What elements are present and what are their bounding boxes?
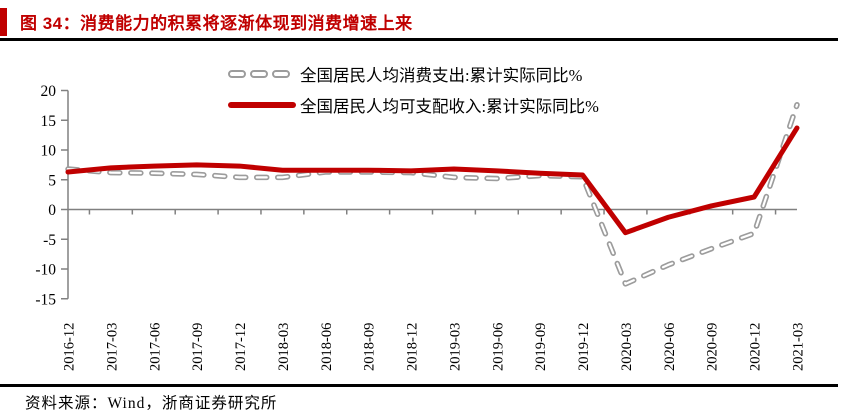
- svg-text:2017-12: 2017-12: [233, 323, 249, 371]
- svg-text:15: 15: [41, 113, 57, 130]
- legend-label-income: 全国居民人均可支配收入:累计实际同比%: [300, 97, 599, 116]
- svg-text:2017-06: 2017-06: [147, 323, 163, 371]
- svg-text:10: 10: [41, 143, 57, 160]
- svg-text:2019-03: 2019-03: [447, 323, 463, 371]
- svg-text:-15: -15: [35, 291, 56, 308]
- title-accent-bar: [0, 8, 7, 36]
- legend-item-consumption: 全国居民人均消费支出:累计实际同比%: [228, 61, 599, 87]
- svg-text:2016-12: 2016-12: [62, 323, 78, 371]
- svg-text:2017-03: 2017-03: [104, 323, 120, 371]
- figure-title: 图 34：消费能力的积累将逐渐体现到消费增速上来: [20, 14, 413, 33]
- svg-text:2018-12: 2018-12: [405, 323, 421, 371]
- legend-item-income: 全国居民人均可支配收入:累计实际同比%: [228, 92, 599, 118]
- svg-text:-5: -5: [43, 232, 56, 249]
- footer-divider: [0, 384, 838, 387]
- svg-text:20: 20: [41, 83, 57, 100]
- svg-text:2019-12: 2019-12: [576, 323, 592, 371]
- svg-text:0: 0: [48, 202, 56, 219]
- svg-text:2021-03: 2021-03: [791, 323, 807, 371]
- svg-text:2018-09: 2018-09: [362, 323, 378, 371]
- dashed-line-sample-icon: [228, 70, 296, 78]
- title-divider: [0, 38, 838, 41]
- svg-text:2017-09: 2017-09: [190, 323, 206, 371]
- svg-text:2020-09: 2020-09: [705, 323, 721, 371]
- legend-label-consumption: 全国居民人均消费支出:累计实际同比%: [300, 66, 583, 85]
- solid-line-sample-icon: [228, 102, 296, 108]
- source-note: 资料来源：Wind，浙商证券研究所: [25, 395, 278, 412]
- svg-text:2019-06: 2019-06: [490, 323, 506, 371]
- svg-text:2020-12: 2020-12: [748, 323, 764, 371]
- svg-text:2018-06: 2018-06: [319, 323, 335, 371]
- svg-text:2019-09: 2019-09: [533, 323, 549, 371]
- chart-legend: 全国居民人均消费支出:累计实际同比% 全国居民人均可支配收入:累计实际同比%: [228, 61, 599, 118]
- svg-text:2020-06: 2020-06: [662, 323, 678, 371]
- line-chart-plot: 20 15 10 5 0 -5 -10 -15 2016-12 2017-03 2017-06 201…: [35, 83, 807, 371]
- svg-text:5: 5: [48, 172, 56, 189]
- svg-text:2018-03: 2018-03: [276, 323, 292, 371]
- svg-text:2020-03: 2020-03: [619, 323, 635, 371]
- svg-text:-10: -10: [35, 262, 56, 279]
